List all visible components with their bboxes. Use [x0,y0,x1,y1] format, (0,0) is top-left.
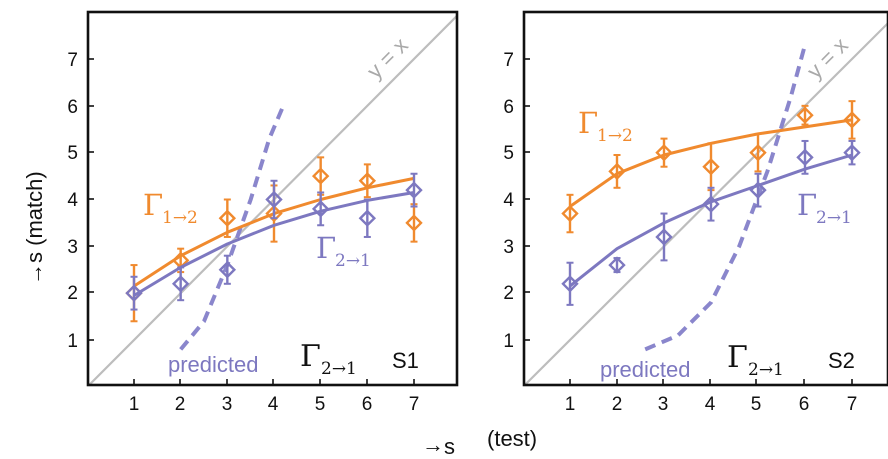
series-gamma-1-to-2-marker [702,158,720,176]
series-gamma-1-to-2-marker [655,143,673,162]
x-tick-label: 3 [222,394,233,415]
y-axis-label: →s (match) [22,171,47,285]
series-gamma-1-to-2-marker [358,172,377,190]
x-tick-label: 4 [268,394,279,415]
series-gamma-1-to-2-marker [749,143,767,162]
series-gamma-2-to-1-marker [702,195,720,213]
series-gamma-2-to-1-marker [265,190,283,209]
predicted-gamma-subscript: 2→1 [321,359,357,379]
plot-area [524,21,888,385]
x-tick-label: 1 [129,394,140,415]
gamma-2-to-1-label-symbol: Γ [797,188,817,222]
y-tick-label: 6 [503,97,514,118]
y-tick-label: 1 [67,331,78,352]
gamma-2-to-1-label-symbol: Γ [316,231,336,265]
x-tick-label: 1 [565,394,576,415]
series-gamma-2-to-1-marker [218,261,237,279]
gamma-1-to-2-label-subscript: 1→2 [597,126,633,146]
predicted-gamma-subscript: 2→1 [748,360,784,380]
x-tick-label: 3 [658,394,669,415]
gamma-2-to-1-label-subscript: 2→1 [816,208,852,228]
x-axis-label-s: s [444,434,455,459]
y-tick-label: 6 [67,97,78,118]
series-gamma-2-to-1-marker [311,200,330,218]
x-tick-label: 5 [315,394,326,415]
y-tick-label: 5 [67,143,78,164]
y-tick-label: 3 [503,237,514,258]
predicted-dashed-curve [644,44,807,352]
y-tick-label: 5 [503,143,514,164]
reference-line-label: y = x [802,33,853,84]
series-gamma-1-to-2-marker [265,204,283,223]
series-gamma-1-to-2-marker [561,204,579,223]
x-axis-label: → s (test) [422,426,537,459]
x-tick-label: 7 [847,394,858,415]
predicted-label: predicted [168,352,259,377]
series-gamma-1-to-2-marker [311,167,330,185]
y-tick-label: 2 [67,283,78,304]
predicted-dashed-curve [179,105,286,351]
y-tick-label: 7 [67,50,78,71]
x-tick-label: 4 [705,394,716,415]
predicted-label: predicted [600,357,691,382]
gamma-1-to-2-label-symbol: Γ [143,188,163,222]
series-gamma-2-to-1-marker [655,228,673,246]
gamma-1-to-2-label-symbol: Γ [578,106,598,140]
x-tick-label: 2 [612,394,623,415]
y-tick-label: 4 [67,190,78,211]
series-gamma-1-to-2-marker [843,111,861,129]
series-gamma-1-to-2-marker [796,106,814,124]
plot-area [88,14,457,385]
series-gamma-2-to-1-marker [749,181,767,199]
y-tick-label: 2 [503,283,514,304]
x-tick-label: 2 [175,394,186,415]
series-gamma-1-to-2-marker [405,214,423,232]
series-gamma-2-to-1-marker [125,284,143,302]
y-tick-label: 7 [503,50,514,71]
series-gamma-1-to-2-marker [608,162,626,181]
series-gamma-2-to-1-marker [843,143,861,162]
predicted-gamma-symbol: Γ [727,340,748,375]
reference-line-label: y = x [362,33,413,84]
y-tick-label: 4 [503,190,514,211]
y-tick-label: 3 [67,237,78,258]
panel-label: S1 [392,348,419,373]
gamma-2-to-1-label-subscript: 2→1 [335,251,371,271]
x-tick-label: 7 [409,394,420,415]
predicted-gamma-symbol: Γ [300,339,321,374]
series-gamma-2-to-1-marker [171,275,190,293]
series-gamma-1-to-2-marker [218,209,237,227]
series-gamma-2-to-1-marker [405,181,423,199]
series-gamma-2-to-1-marker [358,209,377,227]
x-tick-label: 6 [362,394,373,415]
series-gamma-2-to-1-marker [608,256,626,274]
series-gamma-2-to-1-marker [796,148,814,167]
x-axis-label-test: (test) [487,426,537,451]
gamma-1-to-2-label-subscript: 1→2 [162,208,198,228]
x-axis-label-arrow: → [422,432,444,457]
y-tick-label: 1 [503,331,514,352]
series-gamma-2-to-1-marker [561,275,579,293]
x-tick-label: 6 [799,394,810,415]
panel-label: S2 [828,348,855,373]
x-tick-label: 5 [751,394,762,415]
